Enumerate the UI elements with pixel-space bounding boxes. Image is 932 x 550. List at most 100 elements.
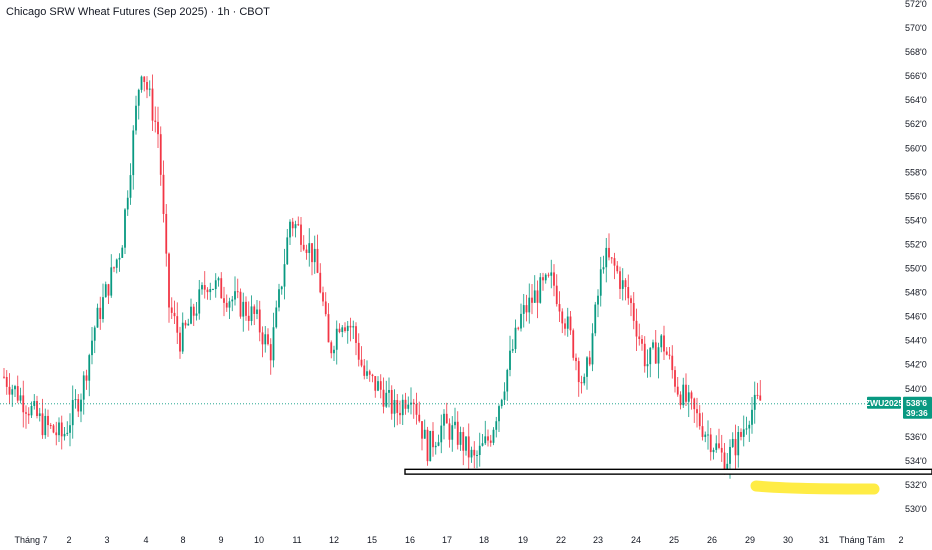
candle-body bbox=[522, 305, 525, 314]
y-tick-label: 542'0 bbox=[905, 360, 927, 370]
candle-body bbox=[415, 404, 418, 415]
symbol-tag-label: ZWU2025 bbox=[865, 398, 904, 408]
candle-body bbox=[759, 395, 762, 401]
candle-body bbox=[269, 344, 272, 361]
candle-body bbox=[173, 312, 176, 317]
candle-body bbox=[102, 297, 104, 319]
x-tick-label: 29 bbox=[745, 535, 755, 545]
chart-title: Chicago SRW Wheat Futures (Sep 2025) · 1… bbox=[6, 6, 270, 18]
candle-body bbox=[297, 224, 300, 226]
y-tick-label: 532'0 bbox=[905, 480, 927, 490]
candle-body bbox=[605, 247, 608, 268]
candle-body bbox=[151, 88, 154, 121]
support-zone-box[interactable] bbox=[404, 468, 932, 475]
candle-body bbox=[608, 247, 610, 258]
candle-body bbox=[715, 443, 718, 450]
candle-body bbox=[465, 436, 467, 451]
y-tick-label: 548'0 bbox=[905, 288, 927, 298]
candle-body bbox=[165, 213, 168, 254]
candle-body bbox=[748, 424, 751, 429]
time-axis[interactable]: Tháng 7 2 3 4 8 9 10 11 12 15 16 17 18 19 22 23 24 25 26 29… bbox=[14, 535, 903, 545]
candle-body bbox=[294, 224, 297, 229]
candle-body bbox=[118, 257, 121, 260]
candle-body bbox=[25, 412, 27, 414]
x-tick-label: 12 bbox=[329, 535, 339, 545]
candle-body bbox=[709, 434, 712, 453]
candle-body bbox=[305, 249, 308, 253]
candle-body bbox=[36, 401, 38, 416]
candle-body bbox=[591, 333, 594, 365]
candle-body bbox=[500, 399, 503, 407]
x-tick-label: 24 bbox=[631, 535, 641, 545]
candle-body bbox=[16, 386, 19, 401]
x-tick-label: 25 bbox=[669, 535, 679, 545]
candle-body bbox=[93, 327, 96, 341]
candle-body bbox=[388, 389, 390, 393]
candle-body bbox=[187, 323, 190, 326]
candle-body bbox=[30, 405, 33, 416]
y-tick-label: 572'0 bbox=[905, 0, 927, 9]
candle-body bbox=[267, 334, 269, 345]
candle-body bbox=[206, 289, 209, 293]
candle-body bbox=[729, 446, 731, 464]
candle-body bbox=[429, 430, 432, 462]
candle-body bbox=[547, 274, 550, 276]
candle-body bbox=[679, 394, 682, 406]
candle-body bbox=[558, 304, 561, 312]
candle-body bbox=[335, 328, 338, 350]
candle-body bbox=[209, 289, 212, 293]
candle-body bbox=[355, 326, 357, 343]
candle-body bbox=[192, 306, 195, 316]
candle-body bbox=[239, 291, 242, 317]
candle-body bbox=[77, 399, 80, 412]
y-tick-label: 558'0 bbox=[905, 167, 927, 177]
candle-body bbox=[638, 336, 641, 340]
x-tick-label: 17 bbox=[442, 535, 452, 545]
y-tick-label: 570'0 bbox=[905, 23, 927, 33]
candle-body bbox=[399, 412, 401, 416]
candle-body bbox=[27, 413, 30, 416]
candle-body bbox=[63, 433, 66, 437]
candle-body bbox=[506, 369, 509, 392]
x-tick-label: 31 bbox=[819, 535, 829, 545]
candle-body bbox=[393, 400, 396, 414]
candle-body bbox=[162, 174, 165, 214]
candle-body bbox=[641, 339, 643, 344]
candle-body bbox=[511, 349, 514, 351]
candle-body bbox=[514, 327, 517, 350]
candle-body bbox=[181, 322, 184, 352]
candle-body bbox=[385, 392, 388, 407]
candle-body bbox=[671, 355, 674, 371]
candle-body bbox=[283, 264, 286, 287]
candle-body bbox=[572, 330, 575, 358]
candle-body bbox=[88, 355, 91, 381]
candle-body bbox=[19, 395, 22, 401]
candle-body bbox=[225, 302, 228, 308]
candle-body bbox=[104, 284, 107, 298]
candle-body bbox=[264, 334, 267, 345]
candle-body bbox=[176, 316, 179, 333]
candle-body bbox=[613, 258, 616, 266]
candle-body bbox=[60, 422, 63, 437]
highlight-stroke bbox=[750, 480, 880, 495]
countdown-label: 39:36 bbox=[906, 408, 928, 418]
candle-body bbox=[674, 370, 676, 387]
candle-body bbox=[44, 415, 47, 436]
candle-body bbox=[470, 449, 473, 458]
candle-body bbox=[731, 438, 734, 447]
x-tick-label: 23 bbox=[593, 535, 603, 545]
candle-body bbox=[344, 327, 346, 331]
candle-body bbox=[58, 422, 60, 436]
y-tick-label: 560'0 bbox=[905, 143, 927, 153]
candle-body bbox=[583, 376, 586, 384]
candle-body bbox=[91, 340, 93, 356]
price-axis[interactable]: 530'0532'0534'0536'0538'0540'0542'0544'0… bbox=[905, 0, 927, 514]
candle-body bbox=[261, 332, 264, 345]
candle-body bbox=[157, 121, 159, 135]
candle-body bbox=[720, 447, 723, 453]
candle-body bbox=[47, 415, 49, 426]
candle-body bbox=[146, 82, 148, 90]
candle-body bbox=[451, 425, 454, 440]
candle-body bbox=[594, 304, 597, 334]
